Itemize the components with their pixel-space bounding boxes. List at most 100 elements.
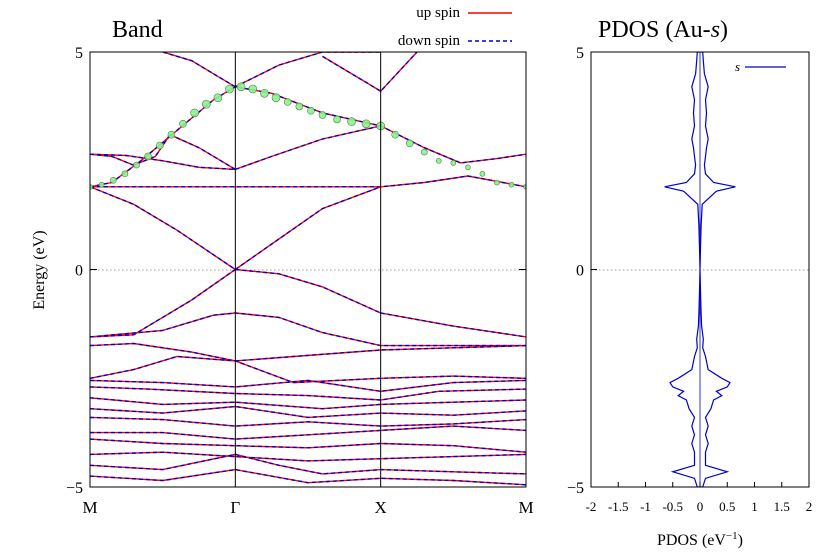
weight-marker: [508, 181, 515, 188]
band-24-up-spin: [90, 451, 526, 462]
pdos-panel: PDOS (Au-s) −5 0 5 -2 -1.5 -1 -0.5 0 0.5 1 1.5 2 s…: [567, 17, 812, 549]
high-symmetry-lines: [234, 52, 382, 487]
band-2-down-spin: [90, 153, 236, 171]
weight-marker: [295, 102, 304, 111]
band-7-down-spin: [90, 186, 236, 271]
band-12-down-spin: [235, 268, 381, 314]
weight-marker: [110, 177, 117, 184]
band-panel: Band up spin down spin −5 0 5 M Γ X M Energy …: [31, 5, 534, 517]
weight-marker: [190, 108, 199, 118]
band-11-up-spin: [90, 268, 236, 338]
pdos-x-ticks: -2 -1.5 -1 -0.5 0 0.5 1 1.5 2: [586, 482, 813, 514]
band-6-down-spin: [234, 186, 381, 271]
legend-up-spin-label: up spin: [416, 5, 460, 21]
pdos-x-tick-label: -1.5: [608, 499, 629, 514]
band-title: Band: [112, 17, 163, 43]
weight-marker: [347, 117, 356, 126]
weight-marker: [391, 130, 400, 139]
weight-marker: [435, 158, 442, 164]
band-21-down-spin: [90, 416, 526, 427]
band-10-down-spin: [322, 52, 418, 93]
weight-marker: [179, 120, 187, 128]
band-20-down-spin: [90, 405, 526, 419]
weight-marker: [236, 82, 246, 92]
weight-marker: [307, 106, 315, 115]
weight-marker: [318, 111, 327, 119]
weight-marker: [167, 130, 176, 139]
y-tick-label: 0: [75, 263, 83, 280]
weight-marker: [144, 152, 152, 161]
band-13-down-spin: [380, 312, 526, 338]
band-14-up-spin: [90, 312, 526, 347]
band-24-down-spin: [90, 451, 526, 462]
band-8-up-spin: [234, 52, 381, 88]
weight-marker: [479, 171, 486, 177]
band-0-up-spin: [90, 86, 526, 188]
legend-down-spin-label: down spin: [398, 33, 461, 49]
weight-marker: [225, 84, 234, 94]
band-y-ticks: −5 0 5: [66, 45, 526, 497]
band-19-down-spin: [90, 397, 526, 410]
band-1-down-spin: [90, 175, 526, 188]
weight-marker: [405, 139, 414, 148]
band-25-down-spin: [90, 453, 526, 475]
band-16-down-spin: [90, 355, 526, 384]
weight-marker: [420, 148, 428, 156]
weight-marker: [494, 179, 500, 186]
weight-marker: [260, 89, 269, 98]
pdos-x-axis-label: PDOS (eV−1): [657, 530, 743, 549]
weight-marker: [156, 141, 164, 150]
pdos-x-tick-label: 2: [806, 499, 813, 514]
pdos-title: PDOS (Au-s): [598, 17, 728, 43]
pdos-x-tick-label: 0.5: [719, 499, 735, 514]
band-5-down-spin: [235, 125, 381, 171]
band-0-down-spin: [90, 86, 526, 188]
band-18-down-spin: [90, 386, 526, 401]
y-tick-label: 5: [75, 45, 83, 62]
weight-marker: [271, 93, 281, 102]
pdos-x-tick-label: 1: [751, 499, 758, 514]
weight-marker: [523, 184, 526, 190]
pdos-s-curve: [664, 52, 736, 487]
band-8-down-spin: [234, 52, 381, 88]
weight-marker: [248, 84, 258, 94]
band-12-up-spin: [235, 268, 381, 314]
y-tick-label: −5: [66, 480, 83, 497]
band-lines: [90, 52, 526, 486]
weight-marker: [465, 164, 471, 171]
band-6-up-spin: [234, 186, 381, 271]
weight-marker: [133, 161, 140, 169]
band-7-up-spin: [90, 186, 236, 271]
pdos-curve: [664, 52, 736, 487]
pdos-y-tick-label: 5: [576, 45, 584, 62]
pdos-x-tick-label: -1: [640, 499, 651, 514]
k-label: Γ: [230, 498, 240, 517]
weight-marker: [361, 119, 371, 129]
weight-marker: [213, 93, 223, 102]
weight-marker: [90, 184, 93, 190]
band-y-axis-label: Energy (eV): [31, 230, 48, 309]
band-10-up-spin: [322, 52, 418, 93]
pdos-x-tick-label: -0.5: [662, 499, 683, 514]
band-23-up-spin: [90, 438, 526, 453]
pdos-y-tick-label: −5: [567, 480, 584, 497]
k-label: M: [82, 498, 97, 517]
band-5-up-spin: [235, 125, 381, 171]
band-weight-markers: [90, 82, 526, 190]
band-25-up-spin: [90, 453, 526, 475]
weight-marker: [283, 98, 292, 106]
band-15-down-spin: [90, 342, 526, 362]
pdos-x-tick-label: 0: [697, 499, 704, 514]
band-9-up-spin: [162, 52, 236, 88]
band-26-down-spin: [90, 468, 526, 486]
band-22-down-spin: [90, 425, 526, 440]
pdos-y-ticks: −5 0 5: [567, 45, 597, 497]
band-11-down-spin: [90, 268, 236, 338]
pdos-legend-s-label: s: [735, 59, 740, 74]
band-17-down-spin: [90, 379, 526, 393]
pdos-y-tick-label: 0: [576, 263, 584, 280]
band-16-up-spin: [90, 355, 526, 384]
weight-marker: [98, 181, 105, 188]
